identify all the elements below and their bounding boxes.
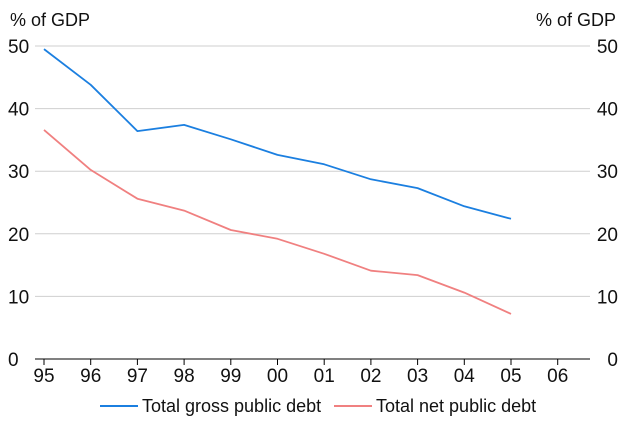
net-public-debt-line — [43, 129, 512, 315]
legend: Total gross public debt Total net public … — [100, 396, 536, 416]
right-y-tick-label: 10 — [597, 287, 618, 308]
x-tick-label: 97 — [127, 366, 148, 387]
x-tick-label: 99 — [220, 366, 241, 387]
x-tick-label: 95 — [33, 366, 54, 387]
right-y-tick-label: 30 — [597, 162, 618, 183]
right-y-tick-label: 20 — [597, 225, 618, 246]
left-y-tick-label: 40 — [8, 100, 29, 121]
right-y-tick-label: 0 — [607, 350, 618, 371]
x-tick-label: 01 — [314, 366, 335, 387]
axis-labels: % of GDP % of GDP — [10, 10, 616, 30]
left-y-tick-label: 0 — [8, 350, 19, 371]
gross-public-debt-line — [43, 48, 512, 220]
legend-label-net: Total net public debt — [376, 396, 536, 416]
right-y-tick-label: 40 — [597, 100, 618, 121]
series-lines — [43, 48, 512, 315]
right-axis-unit-label: % of GDP — [536, 10, 616, 30]
left-y-tick-label: 30 — [8, 162, 29, 183]
legend-label-gross: Total gross public debt — [142, 396, 321, 416]
gridlines — [35, 45, 590, 297]
left-axis-unit-label: % of GDP — [10, 10, 90, 30]
x-tick-label: 05 — [500, 366, 521, 387]
x-tick-label: 02 — [360, 366, 381, 387]
x-tick-label: 00 — [267, 366, 288, 387]
x-tick-label: 96 — [80, 366, 101, 387]
right-y-tick-label: 50 — [597, 37, 618, 58]
left-y-tick-label: 50 — [8, 37, 29, 58]
left-y-tick-label: 10 — [8, 287, 29, 308]
x-tick-label: 03 — [407, 366, 428, 387]
x-tick-label: 04 — [454, 366, 476, 387]
x-tick-label: 98 — [174, 366, 195, 387]
left-y-tick-label: 20 — [8, 225, 29, 246]
x-tick-label: 06 — [547, 366, 568, 387]
